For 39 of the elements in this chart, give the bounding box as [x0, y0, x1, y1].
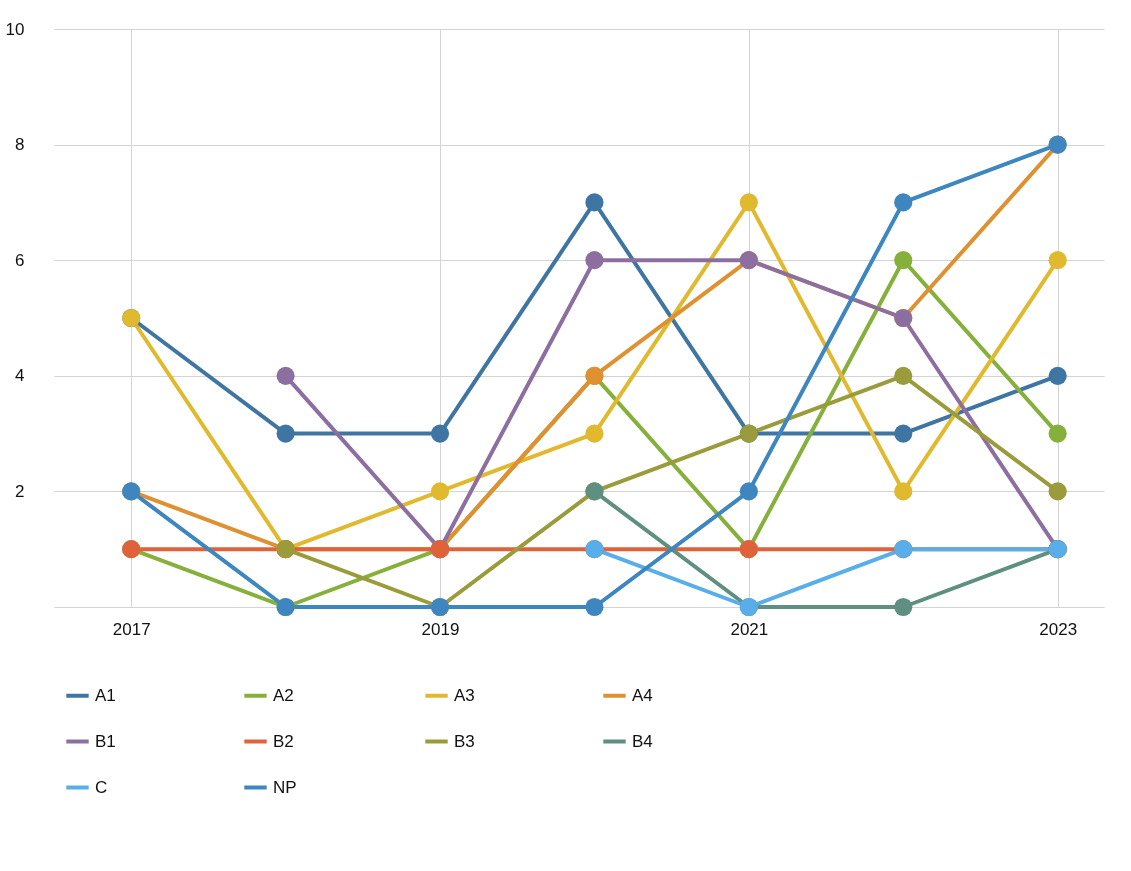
point	[894, 193, 913, 212]
point	[894, 424, 913, 443]
y-tick-label: 4	[15, 366, 25, 386]
point	[1048, 482, 1067, 501]
y-tick-label: 10	[5, 19, 25, 39]
legend-label: A3	[454, 685, 475, 705]
point	[1048, 251, 1067, 270]
point	[430, 482, 450, 501]
point	[276, 366, 295, 385]
point	[1048, 424, 1067, 443]
legend-label: A1	[95, 685, 116, 705]
point	[894, 366, 913, 385]
point	[585, 597, 604, 617]
legend-label: B1	[95, 731, 116, 751]
y-tick-label: 6	[15, 250, 25, 270]
y-tick-label: 8	[15, 135, 25, 155]
point	[585, 424, 604, 443]
legend-label: A2	[273, 685, 294, 705]
y-tick-label: 2	[15, 481, 25, 501]
legend-label: NP	[273, 777, 297, 797]
legend-label: C	[95, 777, 108, 797]
point	[276, 424, 295, 443]
x-tick-label: 2017	[112, 619, 151, 639]
x-tick-label: 2021	[730, 619, 769, 639]
point	[739, 193, 758, 212]
point	[585, 193, 604, 212]
point	[430, 424, 450, 443]
legend-label: A4	[632, 685, 653, 705]
legend-label: B2	[273, 731, 294, 751]
legend-label: B3	[454, 731, 475, 751]
point	[894, 251, 913, 270]
x-tick-label: 2023	[1039, 619, 1078, 639]
point	[1048, 366, 1067, 385]
legend-label: B4	[632, 731, 653, 751]
point	[739, 482, 758, 501]
x-tick-label: 2019	[421, 619, 460, 639]
point	[585, 251, 604, 270]
point	[894, 597, 913, 617]
point	[894, 482, 913, 501]
